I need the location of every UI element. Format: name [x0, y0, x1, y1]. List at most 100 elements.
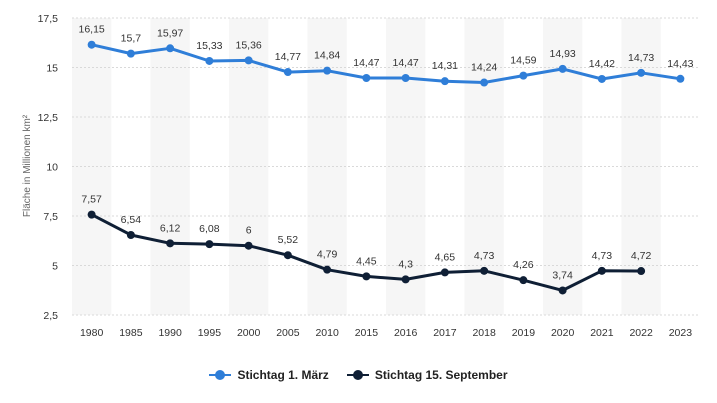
data-point [126, 231, 135, 240]
legend-label-september: Stichtag 15. September [374, 368, 508, 382]
legend-swatch-september [346, 370, 369, 380]
data-label: 4,73 [592, 250, 613, 262]
legend-label-maerz: Stichtag 1. März [237, 368, 329, 382]
data-label: 5,52 [278, 234, 299, 246]
data-point [676, 74, 685, 83]
x-tick-label: 1990 [158, 327, 182, 339]
series-line-0 [91, 43, 681, 84]
data-label: 14,43 [667, 58, 693, 70]
data-point [205, 240, 214, 249]
x-tick-label: 2019 [512, 327, 536, 339]
data-point [401, 73, 410, 82]
data-label: 6,08 [199, 223, 220, 235]
x-tick-label: 2017 [433, 327, 457, 339]
x-tick-label: 2018 [472, 327, 496, 339]
data-point [440, 77, 449, 86]
data-point [597, 74, 606, 83]
y-axis-title: Fläche in Millionen km² [22, 114, 33, 217]
data-point [637, 267, 646, 276]
data-point [440, 268, 449, 277]
data-point [283, 68, 292, 77]
gridlines [72, 17, 700, 316]
data-point [205, 56, 214, 65]
legend: Stichtag 1. März Stichtag 15. September [0, 368, 717, 382]
y-tick-label: 12,5 [38, 112, 59, 124]
data-label: 7,57 [81, 194, 102, 206]
x-tick-label: 2005 [276, 327, 300, 339]
y-tick-label: 2,5 [43, 310, 58, 322]
x-tick-label: 2015 [355, 327, 379, 339]
data-point [323, 66, 332, 75]
data-point [87, 210, 96, 219]
legend-item-maerz[interactable]: Stichtag 1. März [209, 368, 329, 382]
data-label: 14,84 [314, 50, 340, 62]
data-point [323, 265, 332, 274]
data-label: 14,77 [275, 51, 301, 63]
data-label: 14,42 [589, 58, 615, 70]
x-tick-label: 1985 [119, 327, 143, 339]
y-tick-label: 10 [46, 162, 58, 174]
y-tick-label: 5 [52, 261, 58, 273]
data-label: 14,59 [510, 55, 536, 67]
data-point [166, 44, 175, 53]
data-labels: 16,15 15,7 15,97 15,33 15,36 14,77 14,84 14,47 1… [78, 24, 693, 282]
series-group [87, 40, 685, 295]
data-label: 4,45 [356, 255, 377, 267]
data-point [244, 241, 253, 250]
data-point [126, 49, 135, 58]
data-label: 6 [246, 225, 252, 237]
y-tick-label: 7,5 [43, 211, 58, 223]
data-label: 4,73 [474, 250, 495, 262]
data-label: 14,47 [392, 57, 418, 69]
y-tick-label: 15 [46, 63, 58, 75]
x-tick-label: 2000 [237, 327, 261, 339]
data-label: 15,33 [196, 40, 222, 52]
data-label: 4,3 [398, 258, 413, 270]
data-label: 4,79 [317, 249, 338, 261]
x-tick-label: 2021 [590, 327, 614, 339]
data-point [87, 40, 96, 49]
line-chart: 2,5 5 7,5 10 12,5 15 17,5 1980 1985 1990 1995 2000… [22, 13, 700, 339]
data-label: 6,12 [160, 222, 181, 234]
data-point [558, 286, 567, 295]
data-label: 15,97 [157, 27, 183, 39]
data-point [480, 266, 489, 275]
data-point [362, 73, 371, 82]
data-point [637, 68, 646, 77]
data-label: 15,7 [121, 33, 142, 45]
y-tick-label: 17,5 [38, 13, 59, 25]
data-label: 14,73 [628, 52, 654, 64]
data-label: 16,15 [78, 24, 104, 36]
x-tick-label: 1980 [80, 327, 104, 339]
data-label: 6,54 [121, 214, 142, 226]
x-tick-label: 2023 [669, 327, 693, 339]
data-label: 14,24 [471, 62, 497, 74]
data-label: 3,74 [552, 269, 573, 281]
data-label: 14,31 [432, 60, 458, 72]
data-point [283, 251, 292, 260]
x-axis-ticks: 1980 1985 1990 1995 2000 2005 2010 2015 2016 2017… [80, 327, 692, 339]
data-point [166, 239, 175, 248]
data-label: 14,93 [549, 48, 575, 60]
data-point [597, 266, 606, 275]
legend-item-september[interactable]: Stichtag 15. September [346, 368, 508, 382]
data-point [362, 272, 371, 281]
data-point [519, 71, 528, 80]
data-label: 4,65 [435, 251, 456, 263]
x-tick-label: 1995 [198, 327, 222, 339]
data-point [480, 78, 489, 87]
data-label: 14,47 [353, 57, 379, 69]
x-tick-label: 2020 [551, 327, 575, 339]
data-label: 4,26 [513, 259, 534, 271]
x-tick-label: 2016 [394, 327, 418, 339]
data-point [558, 64, 567, 73]
data-label: 15,36 [235, 39, 261, 51]
x-tick-label: 2022 [629, 327, 653, 339]
data-point [519, 276, 528, 285]
data-label: 4,72 [631, 250, 652, 262]
y-axis-ticks: 2,5 5 7,5 10 12,5 15 17,5 [38, 13, 59, 322]
x-tick-label: 2010 [315, 327, 339, 339]
data-point [401, 275, 410, 284]
legend-swatch-maerz [209, 370, 232, 380]
data-point [244, 56, 253, 65]
